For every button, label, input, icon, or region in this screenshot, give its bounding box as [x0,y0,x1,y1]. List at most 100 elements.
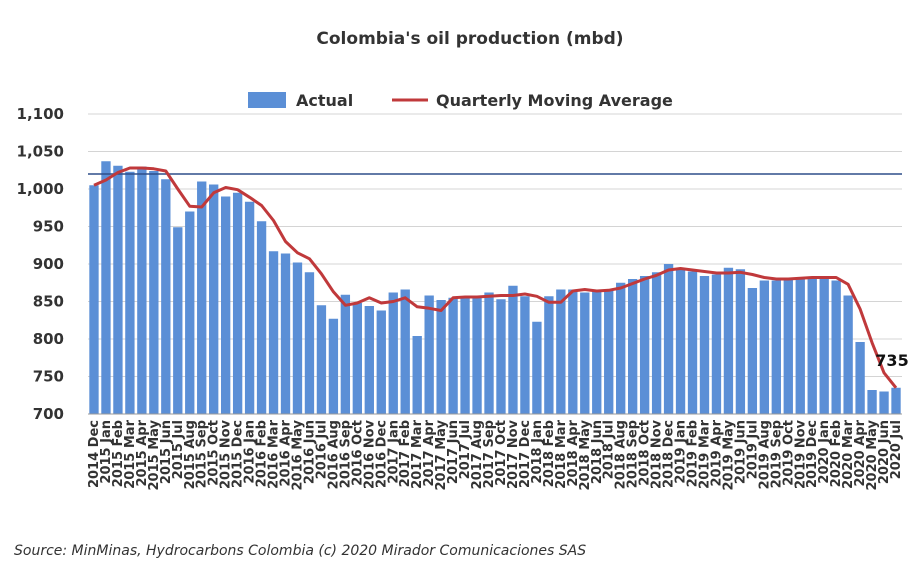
bar [364,306,374,414]
production-chart: Colombia's oil production (mbd) Actual Q… [17,29,909,491]
x-tick-label: 2016 Aug [326,420,341,489]
bar [244,201,255,414]
line-series-moving-average [93,166,898,389]
x-tick-label: 2020 May [865,419,880,490]
x-tick-label: 2020 Apr [853,419,868,486]
bar [209,184,219,414]
y-tick-label: 850 [33,293,64,311]
x-tick-label: 2014 Dec [87,420,102,488]
chart-title: Colombia's oil production (mbd) [316,29,623,49]
legend: Actual Quarterly Moving Average [248,91,673,110]
bar [400,289,410,414]
bar [879,391,889,414]
bar [771,280,781,414]
bar [340,294,351,414]
bar [436,300,446,414]
bar [711,274,722,414]
bar [532,321,542,414]
bar [280,253,291,414]
x-tick-label: 2018 Apr [566,419,581,486]
x-tick-label: 2018 Dec [662,420,677,488]
bar [568,289,578,414]
bar [699,276,710,414]
x-tick-label: 2015 Jul [171,420,186,479]
x-tick-label: 2016 May [290,419,305,490]
bar [220,196,231,414]
moving-average-line [93,166,898,389]
x-tick-label: 2019 Jun [733,420,748,484]
bar [328,318,339,414]
x-tick-label: 2020 Mar [841,419,856,488]
bar [544,296,554,414]
x-tick-label: 2017 Feb [398,420,413,487]
bar [256,221,267,414]
x-tick-label: 2016 Mar [267,419,282,488]
bar [747,288,758,414]
bar [424,295,434,414]
bar [508,285,518,414]
bar [627,279,638,414]
x-tick-label: 2016 Sep [338,420,353,488]
x-tick-label: 2018 Oct [638,420,653,486]
x-tick-label: 2017 Mar [410,419,425,488]
legend-moving-average-label: Quarterly Moving Average [436,91,673,110]
data-label: 735 [875,351,908,370]
x-tick-label: 2015 Jan [99,420,114,484]
bar [639,276,650,414]
x-tick-label: 2018 May [578,419,593,490]
x-tick-label: 2016 Dec [374,420,389,488]
x-tick-label: 2019 Oct [781,420,796,486]
x-tick-label: 2017 Aug [470,420,485,489]
x-tick-label: 2015 Oct [207,420,222,486]
x-tick-label: 2019 Aug [757,420,772,489]
bar [316,305,327,414]
x-tick-label: 2018 Aug [614,420,629,489]
x-tick-label: 2016 Feb [255,420,270,487]
x-tick-label: 2017 Apr [422,419,437,486]
bar [292,262,303,414]
bar [759,280,770,414]
bar [819,279,829,414]
bar [675,268,686,414]
bar [448,297,458,414]
bar [687,271,698,414]
x-tick-label: 2016 Apr [279,419,294,486]
y-tick-label: 1,050 [17,143,64,161]
x-tick-label: 2018 Sep [626,420,641,488]
x-tick-label: 2015 Mar [123,419,138,488]
x-tick-label: 2017 May [434,419,449,490]
bar [268,251,279,414]
bar [496,299,506,414]
x-tick-label: 2016 Jun [302,420,317,484]
x-tick-label: 2018 Jul [602,420,617,479]
legend-actual-label: Actual [296,91,353,110]
bar [867,390,877,414]
bar [484,292,494,414]
bar [843,295,853,414]
bar [556,289,566,414]
x-tick-label: 2017 Jan [386,420,401,484]
x-tick-label: 2016 Oct [350,420,365,486]
x-tick-label: 2019 Mar [697,419,712,488]
x-tick-label: 2020 Jul [889,420,904,479]
bar [89,185,99,414]
x-tick-label: 2019 Jul [745,420,760,479]
x-tick-label: 2015 Nov [219,419,234,489]
bar [197,181,207,414]
x-tick-label: 2015 Jun [159,420,174,484]
x-tick-label: 2020 Feb [829,420,844,487]
x-tick-label: 2019 Sep [769,420,784,488]
x-tick-label: 2017 Sep [482,420,497,488]
bar [795,279,805,414]
bar [663,264,674,414]
x-tick-label: 2018 Mar [554,419,569,488]
bar [460,297,470,414]
x-tick-label: 2015 May [147,419,162,490]
x-tick-label: 2019 Apr [709,419,724,486]
x-tick-label: 2015 Feb [111,420,126,487]
x-tick-label: 2017 Nov [506,419,521,489]
y-axis: 700 750 800 850 900 950 1,000 1,050 1,100 [17,105,64,423]
x-tick-label: 2019 Dec [805,420,820,488]
bar [891,387,901,414]
